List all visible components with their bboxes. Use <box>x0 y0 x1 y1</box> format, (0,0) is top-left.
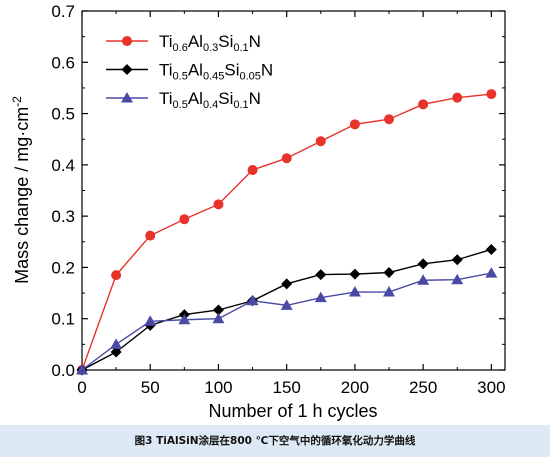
series-1 <box>77 89 497 375</box>
x-tick-label: 100 <box>204 378 232 397</box>
data-point <box>451 254 463 266</box>
y-tick-label: 0.6 <box>51 53 75 72</box>
data-point <box>349 119 360 130</box>
x-tick-label: 200 <box>341 378 369 397</box>
data-point <box>383 267 395 279</box>
data-point <box>280 299 293 310</box>
data-point <box>383 286 396 297</box>
data-point <box>281 278 293 290</box>
data-point <box>247 164 258 175</box>
series-line <box>81 93 492 371</box>
data-point <box>145 230 156 241</box>
data-point <box>110 346 122 358</box>
caption-bar <box>0 425 550 457</box>
data-point <box>485 267 498 278</box>
line-chart: 0 50 100 150 200 250 300 0.0 0.1 0.2 0.3 0.4 0.5 0.6… <box>10 2 506 421</box>
y-tick-label: 0.7 <box>51 2 75 21</box>
y-tick-label: 0.2 <box>51 258 75 277</box>
legend-item: Ti0.6Al0.3Si0.1N <box>106 32 261 54</box>
y-axis-title-exponent: -2 <box>10 96 24 107</box>
y-tick-label: 0.4 <box>51 156 75 175</box>
y-tick-label: 0.3 <box>51 207 75 226</box>
legend: Ti0.6Al0.3Si0.1N Ti0.5Al0.45Si0.05N Ti0.5A… <box>106 32 273 111</box>
data-point <box>212 312 225 324</box>
data-point <box>179 214 190 225</box>
data-point <box>349 268 361 280</box>
legend-label: Ti0.5Al0.4Si0.1N <box>159 89 261 111</box>
data-point <box>485 243 497 255</box>
data-point <box>212 304 224 316</box>
legend-item: Ti0.5Al0.4Si0.1N <box>106 89 261 111</box>
y-tick-label: 0.1 <box>51 310 75 329</box>
legend-label: Ti0.5Al0.45Si0.05N <box>159 61 273 83</box>
y-tick-label: 0.0 <box>51 361 75 380</box>
chart-area: 0 50 100 150 200 250 300 0.0 0.1 0.2 0.3 0.4 0.5 0.6… <box>10 2 506 421</box>
data-point <box>281 153 292 164</box>
axis-ticks <box>81 10 505 371</box>
figure-caption: 图3 TiAlSiN涂层在800 ℃下空气中的循环氧化动力学曲线 <box>134 435 416 447</box>
data-point <box>417 258 429 270</box>
data-point <box>76 364 88 375</box>
x-tick-label: 150 <box>272 378 300 397</box>
y-axis-title-main: Mass change / mg·cm <box>12 107 32 284</box>
y-tick-label: 0.5 <box>51 105 75 124</box>
data-point <box>418 99 429 110</box>
data-point <box>178 313 191 325</box>
legend-marker <box>121 92 133 103</box>
plot-frame <box>81 10 506 371</box>
data-point <box>246 294 259 306</box>
y-axis-title: Mass change / mg·cm-2 <box>10 96 32 284</box>
legend-item: Ti0.5Al0.45Si0.05N <box>106 61 273 83</box>
y-tick-labels: 0.0 0.1 0.2 0.3 0.4 0.5 0.6 0.7 <box>51 2 75 380</box>
legend-marker <box>121 64 133 75</box>
data-point <box>451 273 464 285</box>
data-point <box>315 136 326 147</box>
data-point <box>213 199 224 210</box>
data-point <box>314 291 327 303</box>
legend-marker <box>122 36 132 46</box>
x-tick-label: 0 <box>77 378 86 397</box>
series-3 <box>76 267 498 375</box>
x-tick-labels: 0 50 100 150 200 250 300 <box>77 378 505 397</box>
data-point <box>348 286 361 297</box>
data-point <box>486 89 497 100</box>
x-tick-label: 50 <box>141 378 160 397</box>
data-point <box>315 269 327 281</box>
series-layer <box>76 89 498 376</box>
x-axis-title: Number of 1 h cycles <box>208 401 377 421</box>
data-point <box>111 270 122 281</box>
data-point <box>417 274 430 285</box>
data-point <box>384 114 395 125</box>
x-tick-label: 300 <box>477 378 505 397</box>
data-point <box>144 315 157 326</box>
legend-label: Ti0.6Al0.3Si0.1N <box>159 32 261 54</box>
x-tick-label: 250 <box>409 378 437 397</box>
data-point <box>452 92 463 103</box>
data-point <box>110 338 123 349</box>
